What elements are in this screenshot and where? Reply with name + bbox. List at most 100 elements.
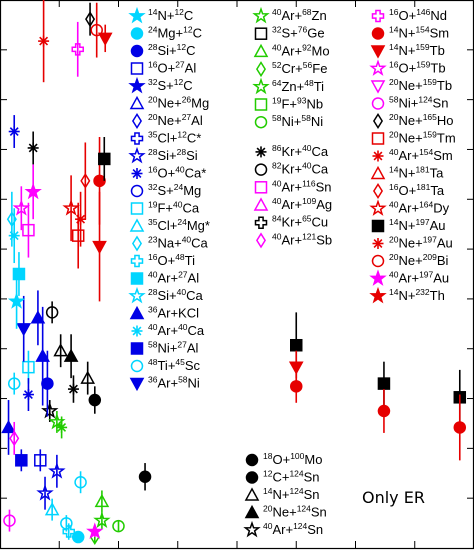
legend-entry: 14N+12C — [128, 6, 193, 24]
data-point — [8, 115, 20, 148]
legend-label: 36Ar+KCl — [148, 305, 199, 321]
legend-entry: 32S+76Ge — [254, 25, 325, 41]
legend-label: 14N+124Sn — [263, 486, 320, 502]
legend-label: 40Ar+109Ag — [272, 196, 332, 212]
legend-label: 14N+154Sm — [389, 25, 449, 41]
legend-entry: 19F+40Ca — [130, 200, 200, 216]
legend-entry: 16O+27Al — [130, 60, 196, 76]
legend-entry: 64Zn+48Ti — [252, 77, 324, 95]
data-point — [90, 2, 103, 58]
legend-entry: 20Ne+124Sn — [244, 504, 327, 520]
legend-label: 40Ar+154Sm — [389, 147, 453, 163]
legend-entry: 28Si+40Ca — [128, 286, 203, 304]
data-point — [71, 21, 84, 77]
data-point — [288, 350, 304, 384]
legend-entry: 86Kr+40Ca — [255, 143, 329, 159]
legend-label: 35Cl+24Mg* — [148, 217, 210, 233]
legend-entry: 14N+232Th — [369, 286, 445, 304]
legend-label: 19F+40Ca — [148, 200, 200, 216]
data-point — [92, 191, 107, 302]
legend-label: 32S+24Mg — [148, 182, 201, 198]
legend-entry: 40Ar+109Ag — [253, 196, 332, 212]
legend-label: 40Ar+92Mo — [272, 42, 330, 58]
legend-entry: 35Cl+12C* — [130, 130, 201, 146]
legend-entry: 20Ne+209Bi — [371, 252, 449, 268]
legend-label: 40Ar+164Dy — [389, 200, 450, 216]
legend-label: 58Ni+58Ni — [272, 113, 323, 129]
legend-entry: 14N+124Sn — [244, 486, 320, 502]
data-point — [80, 142, 91, 220]
data-point — [24, 164, 42, 220]
legend-entry: 16O+40Ca* — [131, 165, 206, 181]
legend-entry: 19F+93Nb — [254, 96, 323, 112]
data-point — [98, 137, 111, 181]
legend-label: 14N+232Th — [389, 287, 445, 303]
legend-label: 32S+12C — [148, 77, 193, 93]
data-point — [36, 476, 54, 510]
data-point — [62, 175, 80, 242]
legend-entry: 14N+159Tb — [370, 42, 445, 59]
legend-entry: 14N+154Sm — [371, 25, 449, 41]
data-point — [1, 400, 16, 455]
legend-label: 20Ne+159Tm — [389, 130, 456, 146]
data-point — [48, 454, 66, 488]
legend-label: 40Ar+40Ca — [148, 322, 205, 338]
legend-label: 20Ne+26Mg — [148, 95, 209, 111]
data-point — [44, 498, 60, 521]
legend-label: 40Ar+121Sb — [272, 231, 332, 247]
legend-label: 64Zn+48Ti — [272, 78, 324, 94]
legend-label: 19F+93Nb — [272, 96, 323, 112]
data-points — [1, 0, 467, 546]
data-point — [93, 511, 111, 529]
legend-label: 16O+48Ti — [148, 252, 195, 268]
legend-entry: 16O+48Ti — [130, 252, 195, 268]
data-point — [22, 378, 34, 411]
legend-entry: 40Ar+124Sn — [243, 520, 323, 538]
legend-label: 14N+159Tb — [389, 42, 445, 58]
data-point — [3, 509, 16, 532]
legend-label: 40Ar+197Au — [389, 270, 449, 286]
data-point — [38, 0, 50, 83]
legend-label: 20Ne+159Tb — [389, 77, 452, 93]
legend-entry: 40Ar+40Ca — [131, 322, 205, 338]
legend-entry: 14N+197Au — [371, 217, 446, 233]
legend-label: 35Cl+12C* — [148, 130, 201, 146]
legend-entry: 40Ar+27Al — [130, 270, 199, 286]
legend-entry: 20Ne+197Au — [372, 235, 453, 251]
legend-label: 16O+181Ta — [389, 182, 445, 198]
legend-label: 28Si+28Si — [148, 147, 198, 163]
data-point — [71, 530, 85, 544]
legend-entry: 35Cl+24Mg* — [129, 217, 210, 233]
legend-label: 28Si+40Ca — [148, 287, 203, 303]
legend-entry: 23Na+40Ca — [131, 235, 209, 252]
data-point — [138, 463, 152, 491]
legend-entry: 12C+124Sn — [245, 469, 320, 485]
legend-label: 20Ne+27Al — [148, 112, 203, 128]
data-point — [62, 523, 75, 540]
data-point — [74, 471, 87, 494]
legend-entry: 20Ne+26Mg — [129, 95, 209, 111]
legend-label: 52Cr+56Fe — [272, 60, 327, 76]
legend-entry: 20Ne+159Tb — [370, 77, 452, 94]
legend-label: 20Ne+124Sn — [263, 504, 327, 520]
legend-label: 24Mg+12C — [148, 25, 202, 41]
data-point — [12, 186, 31, 231]
data-point — [85, 2, 96, 36]
legend-entry: 16O+159Tb — [369, 59, 446, 76]
legend-label: 58Ni+27Al — [148, 340, 198, 356]
legend-label: 20Ne+197Au — [389, 235, 453, 251]
data-point — [7, 274, 26, 329]
data-point — [30, 290, 46, 346]
data-point — [97, 24, 113, 53]
legend-label: 40Ar+27Al — [148, 270, 199, 286]
legend-entry: 18O+100Mo — [245, 451, 322, 467]
legend-entry: 32S+24Mg — [130, 182, 201, 198]
legend-label: 16O+159Tb — [389, 60, 446, 76]
data-point — [112, 519, 125, 533]
data-point — [67, 375, 79, 403]
data-point — [15, 449, 28, 472]
legend-label: 14N+181Ta — [389, 165, 444, 181]
